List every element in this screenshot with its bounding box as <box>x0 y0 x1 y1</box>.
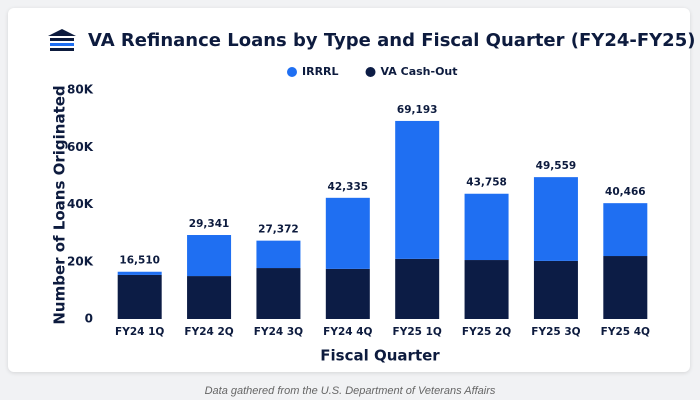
bar-segment <box>117 271 162 275</box>
legend-marker <box>365 67 376 77</box>
y-tick-label: 20K <box>67 254 94 268</box>
x-tick-label: FY25 1Q <box>393 326 442 338</box>
logo-icon <box>48 29 76 51</box>
y-tick-label: 80K <box>67 83 94 97</box>
total-label: 69,193 <box>397 104 438 116</box>
bar-segment <box>187 276 232 319</box>
x-tick-label: FY24 3Q <box>254 326 303 338</box>
legend-label: VA Cash-Out <box>381 65 458 78</box>
total-label: 43,758 <box>466 177 507 189</box>
y-tick-label: 40K <box>67 197 94 211</box>
y-axis-title: Number of Loans Originated <box>51 85 69 324</box>
legend-label: IRRRL <box>302 65 339 78</box>
bar-segment <box>325 197 370 269</box>
x-tick-label: FY25 3Q <box>531 326 580 338</box>
total-label: 16,510 <box>119 255 160 267</box>
bar-segment <box>464 260 509 319</box>
chart: VA Refinance Loans by Type and Fiscal Qu… <box>48 29 695 365</box>
bar-segment <box>533 177 578 261</box>
chart-title: VA Refinance Loans by Type and Fiscal Qu… <box>88 30 695 51</box>
x-tick-label: FY25 2Q <box>462 326 511 338</box>
total-label: 42,335 <box>328 181 369 193</box>
bar-segment <box>395 258 440 319</box>
total-label: 27,372 <box>258 224 299 236</box>
y-tick-label: 60K <box>67 140 94 154</box>
legend-marker <box>287 67 297 77</box>
bar-segment <box>256 268 301 319</box>
bar-segment <box>187 235 232 277</box>
x-tick-label: FY24 2Q <box>184 326 233 338</box>
source-note: Data gathered from the U.S. Department o… <box>204 385 496 397</box>
bar-segment <box>533 260 578 319</box>
total-label: 29,341 <box>189 218 230 230</box>
bar-segment <box>325 268 370 319</box>
bar-segment <box>603 203 648 257</box>
bar-segment <box>603 256 648 319</box>
x-axis-title: Fiscal Quarter <box>320 347 440 365</box>
x-tick-label: FY24 4Q <box>323 326 372 338</box>
bar-segment <box>395 120 440 259</box>
bar-segment <box>256 240 301 269</box>
bar-segment <box>464 193 509 261</box>
x-tick-label: FY24 1Q <box>115 326 164 338</box>
bar-segment <box>117 274 162 319</box>
x-tick-label: FY25 4Q <box>601 326 650 338</box>
total-label: 49,559 <box>536 160 577 172</box>
total-label: 40,466 <box>605 186 646 198</box>
y-tick-label: 0 <box>85 312 93 326</box>
